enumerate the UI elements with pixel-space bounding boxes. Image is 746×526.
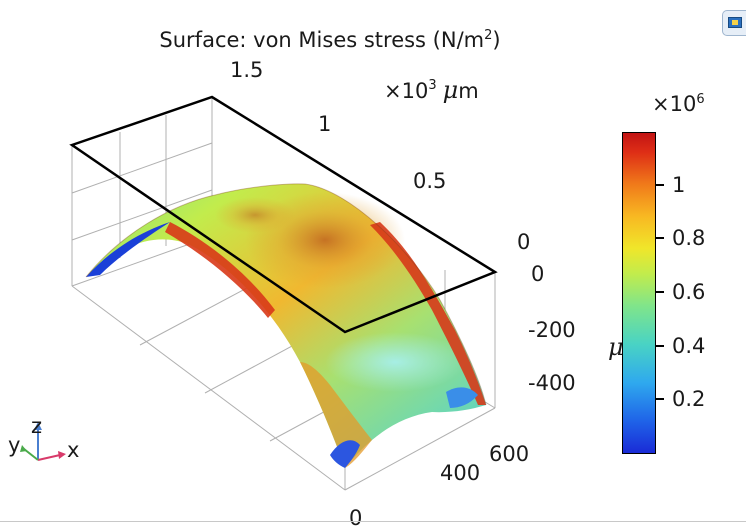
y-axis-unit: ×103 μm [384,76,479,104]
colorbar-tick-label: 0.6 [672,280,706,304]
colorbar-tick [656,291,664,293]
divider [0,521,746,522]
z-tick-label: 0 [531,262,544,286]
x-tick-label: 400 [440,461,480,485]
colorbar-tick [656,184,664,186]
colorbar-unit-label: μ [608,333,624,361]
colorbar-tick-label: 0.2 [672,387,706,411]
colorbar-multiplier: ×106 [652,92,705,116]
z-axis-ticks: 0 -200 -400 [528,262,576,395]
triad-y-label: y [8,433,20,457]
x-tick-label: 0 [349,506,362,526]
triad-z-label: z [31,414,42,438]
colorbar-tick-label: 1 [672,173,686,197]
y-tick-label: 0 [517,230,530,254]
stress-surface[interactable] [85,183,487,468]
x-axis-ticks: 600 400 0 [349,442,529,526]
y-tick-label: 1 [318,112,331,136]
image-snapshot-button[interactable] [722,10,746,36]
colorbar-tick-label: 0.8 [672,226,706,250]
axis-triad: y z x [8,414,79,462]
chart-title: Surface: von Mises stress (N/m2) [159,28,501,52]
z-tick-label: -200 [528,318,576,342]
colorbar-tick-label: 0.4 [672,334,706,358]
y-tick-label: 0.5 [413,169,446,193]
triad-x-label: x [67,438,79,462]
bounding-box-top [69,95,498,334]
z-tick-label: -400 [528,371,576,395]
colorbar-tick [656,345,664,347]
colorbar-tick [656,398,664,400]
colorbar [622,132,656,454]
image-icon [728,17,742,28]
x-tick-label: 600 [489,442,529,466]
colorbar-tick [656,237,664,239]
y-tick-label: 1.5 [230,58,263,82]
y-axis-ticks: 1.5 1 0.5 0 [230,58,530,254]
